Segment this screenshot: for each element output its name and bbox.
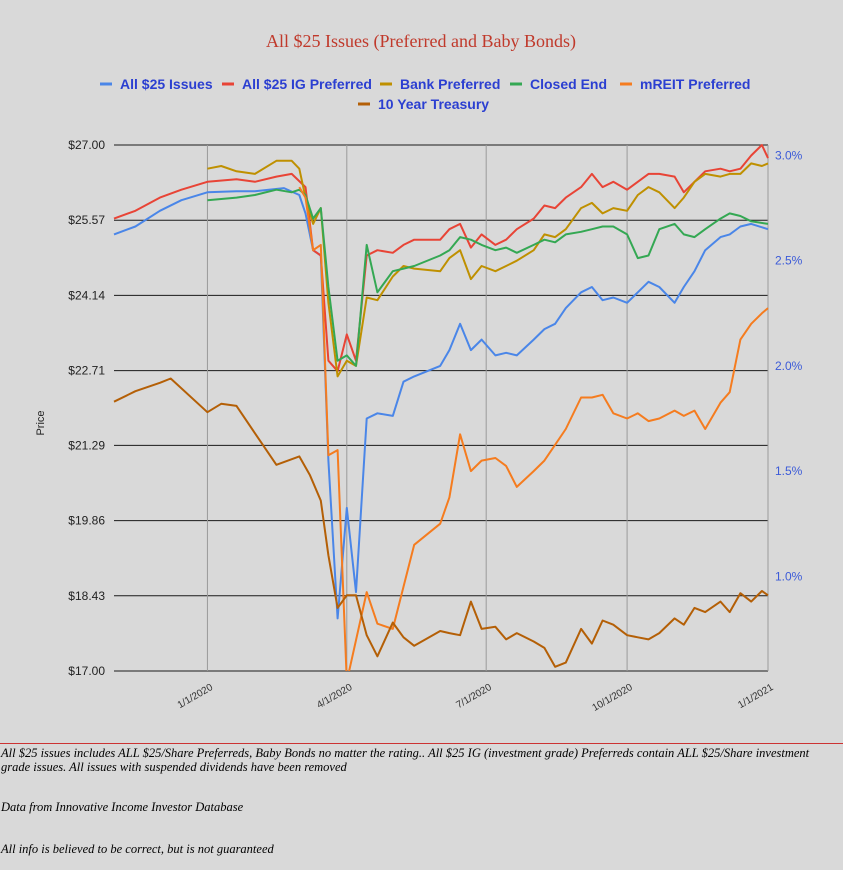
y-right-tick-label: 3.0% [775,149,803,163]
note-coverage: All $25 issues includes ALL $25/Share Pr… [1,746,810,774]
series-line-bank-preferred [207,159,769,378]
note-source: Data from Innovative Income Investor Dat… [1,800,244,814]
x-tick-label: 10/1/2020 [591,682,635,714]
grid-lines [114,144,769,672]
series-line-10-year-treasury [113,377,769,668]
y-left-tick-label: $24.14 [68,288,105,302]
y-right-tick-label: 2.5% [775,254,803,268]
footnotes: All $25 issues includes ALL $25/Share Pr… [0,743,843,870]
note-disclaimer: All info is believed to be correct, but … [1,842,274,856]
series-line-all-25-issues [113,187,769,620]
y-left-tick-label: $27.00 [68,138,105,152]
y-left-tick-label: $19.86 [68,514,105,528]
y-left-tick-label: $22.71 [68,364,105,378]
y-axis-label: Price [35,410,47,435]
legend: All $25 Issues All $25 IG Preferred Bank P… [100,76,750,112]
y-left-tick-label: $21.29 [68,438,105,452]
x-tick-label: 1/1/2021 [736,682,776,711]
legend-label-bank-preferred: Bank Preferred [400,76,500,92]
x-axis: 1/1/2020 4/1/2020 7/1/2020 10/1/2020 1/1/202… [176,682,776,714]
legend-label-all-25-ig-preferred: All $25 IG Preferred [242,76,372,92]
chart-title: All $25 Issues (Preferred and Baby Bonds… [266,31,576,52]
series-group [113,144,769,671]
legend-label-closed-end: Closed End [530,76,607,92]
y-left-tick-label: $17.00 [68,664,105,678]
price-chart: All $25 Issues (Preferred and Baby Bonds… [35,31,803,714]
y-axis-right: 1.0% 1.5% 2.0% 2.5% 3.0% [775,149,803,584]
legend-label-all-25-issues: All $25 Issues [120,76,213,92]
y-right-tick-label: 2.0% [775,359,803,373]
x-tick-label: 4/1/2020 [315,682,355,711]
legend-label-mreit-preferred: mREIT Preferred [640,76,750,92]
y-left-tick-label: $18.43 [68,589,105,603]
legend-label-10-year-treasury: 10 Year Treasury [378,96,489,112]
y-right-tick-label: 1.5% [775,464,803,478]
x-tick-label: 1/1/2020 [176,682,216,711]
series-line-all-25-ig-preferred [113,144,769,373]
y-right-tick-label: 1.0% [775,569,803,583]
y-left-tick-label: $25.57 [68,213,105,227]
series-line-closed-end [207,188,769,367]
x-tick-label: 7/1/2020 [454,682,494,711]
y-axis-left: $17.00 $18.43 $19.86 $21.29 $22.71 $24.14 $25.… [68,138,105,678]
series-line-mreit-preferred [298,186,769,671]
